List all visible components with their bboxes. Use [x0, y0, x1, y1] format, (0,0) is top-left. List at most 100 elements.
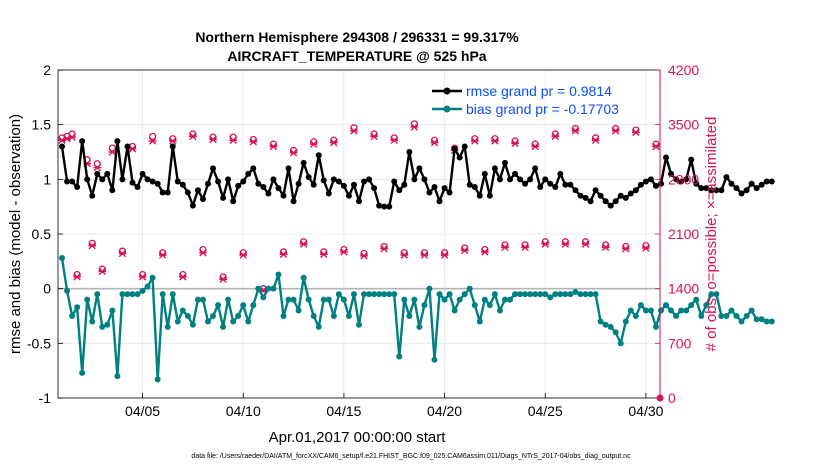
rmse-point: [567, 181, 574, 188]
bias-point: [169, 291, 176, 298]
rmse-point: [134, 183, 141, 190]
rmse-point: [280, 192, 287, 199]
bias-point: [587, 291, 594, 298]
bias-point: [225, 296, 232, 303]
bias-point: [663, 302, 670, 309]
rmse-point: [94, 170, 101, 177]
obs-assimilated-point: [652, 142, 660, 151]
obs-assimilated-point: [621, 245, 630, 253]
bias-point: [456, 296, 463, 303]
bias-point: [647, 307, 654, 314]
rmse-point: [416, 165, 423, 172]
legend-rmse-label: rmse grand pr = 0.9814: [466, 83, 612, 99]
rmse-line: [60, 139, 772, 208]
rmse-point: [260, 183, 267, 190]
rmse-point: [59, 143, 66, 150]
rmse-point: [220, 194, 227, 201]
obs-assimilated-point: [73, 273, 81, 281]
rmse-point: [607, 202, 614, 209]
bias-point: [179, 307, 186, 314]
rmse-point: [401, 181, 408, 188]
obs-assimilated-point: [430, 138, 439, 147]
rmse-point: [708, 187, 715, 194]
bias-point: [275, 271, 282, 278]
rmse-point: [441, 185, 448, 192]
rmse-point: [300, 159, 307, 166]
rmse-point: [713, 187, 720, 194]
bias-point: [139, 287, 146, 294]
bias-point: [99, 323, 106, 330]
obs-assimilated-point: [329, 138, 338, 147]
bias-point: [230, 318, 237, 325]
y-right-tick-label: 3500: [668, 117, 699, 133]
rmse-point: [315, 152, 322, 159]
obs-assimilated-point: [158, 251, 167, 259]
bias-point: [184, 313, 191, 319]
y-left-tick-label: -1: [39, 390, 52, 406]
rmse-point: [627, 190, 634, 197]
obs-assimilated-point: [98, 267, 107, 276]
bias-point: [265, 285, 272, 292]
obs-assimilated-point: [591, 136, 600, 144]
bias-point: [189, 321, 196, 328]
bias-point: [310, 313, 317, 319]
rmse-point: [250, 165, 257, 172]
rmse-point: [169, 143, 176, 150]
rmse-point: [597, 192, 604, 199]
rmse-point: [572, 187, 579, 194]
bias-point: [220, 323, 227, 330]
y-left-tick-label: 0: [43, 281, 51, 297]
x-tick-label: 04/25: [528, 403, 563, 419]
obs-assimilated-point: [269, 142, 278, 151]
bias-point: [627, 307, 634, 314]
series-layer: [59, 138, 775, 383]
bias-point: [204, 318, 211, 325]
rmse-point: [210, 165, 217, 172]
rmse-point: [194, 187, 201, 194]
rmse-point: [683, 176, 690, 183]
rmse-point: [305, 174, 312, 181]
bias-point: [542, 291, 549, 298]
y-right-zero-dot: [656, 394, 664, 402]
bias-point: [683, 307, 690, 314]
bias-point: [698, 313, 705, 319]
bias-point: [119, 291, 126, 298]
rmse-point: [149, 178, 156, 185]
obs-assimilated-point: [440, 251, 449, 259]
rmse-point: [109, 187, 116, 194]
rmse-point: [632, 187, 639, 194]
bias-point: [174, 318, 181, 325]
obs-assimilated-point: [511, 139, 519, 148]
obs-assimilated-point: [178, 273, 187, 281]
bias-point: [215, 302, 222, 309]
rmse-point: [577, 192, 584, 199]
bias-point: [149, 274, 156, 281]
rmse-point: [265, 190, 272, 197]
bias-point: [391, 291, 398, 298]
bias-point: [728, 307, 735, 314]
rmse-point: [728, 180, 735, 187]
obs-assimilated-point: [219, 275, 227, 283]
rmse-point: [225, 176, 232, 183]
rmse-point: [592, 187, 599, 194]
bias-point: [290, 296, 297, 303]
bias-point: [194, 296, 201, 303]
bias-point: [260, 294, 267, 301]
rmse-point: [668, 170, 675, 177]
obs-assimilated-point: [350, 127, 358, 135]
bias-point: [607, 323, 614, 330]
rmse-point: [174, 178, 181, 185]
bias-point: [622, 318, 629, 325]
bias-point: [658, 307, 665, 314]
bias-point: [74, 304, 81, 311]
bias-point: [753, 316, 760, 323]
rmse-point: [547, 180, 554, 187]
legend-bias-marker: [443, 105, 451, 113]
bias-point: [406, 313, 413, 319]
bias-point: [134, 291, 141, 298]
bias-point: [381, 291, 388, 298]
rmse-point: [386, 203, 393, 210]
obs-assimilated-point: [571, 127, 580, 135]
bias-point: [416, 323, 423, 330]
obs-assimilated-point: [249, 138, 258, 146]
